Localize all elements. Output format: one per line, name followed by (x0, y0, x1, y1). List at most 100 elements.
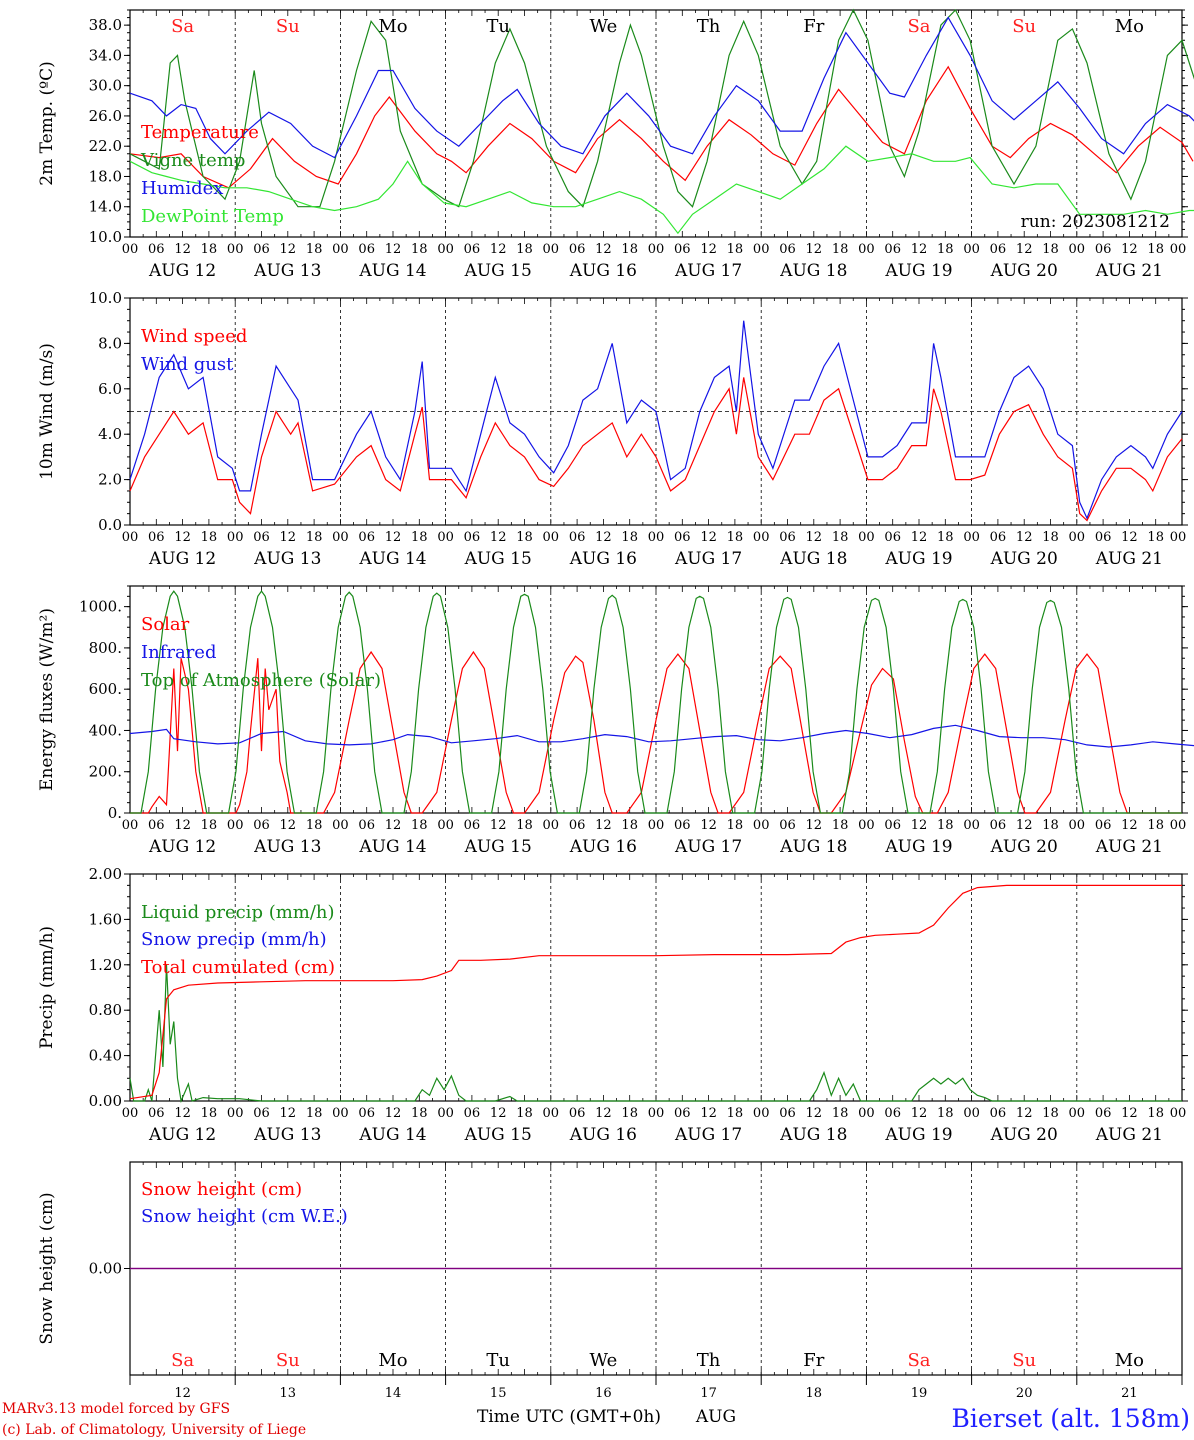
hour-tick-label: 12 (806, 530, 823, 545)
y-tick-label: 8.0 (98, 334, 122, 352)
run-label: run: 2023081212 (1021, 212, 1170, 232)
series-line-humidex (129, 16, 1194, 159)
weekday-label: Tu (486, 16, 510, 37)
legend-entry: Wind speed (141, 326, 247, 347)
hour-tick-label: 18 (411, 1106, 428, 1121)
hour-tick-label: 00 (437, 818, 454, 833)
hour-tick-label: 18 (1042, 242, 1059, 257)
date-label: AUG 14 (358, 261, 426, 281)
footer-line2: (c) Lab. of Climatology, University of L… (2, 1422, 306, 1438)
hour-tick-label: 12 (806, 242, 823, 257)
hour-tick-label: 00 (648, 1106, 665, 1121)
hour-tick-label: 18 (937, 818, 954, 833)
hour-tick-label: 18 (411, 818, 428, 833)
series-line-wind-speed (129, 377, 1183, 522)
hour-tick-label: 00 (332, 1106, 349, 1121)
hour-tick-label: 12 (174, 530, 191, 545)
hour-tick-label: 06 (990, 530, 1007, 545)
hour-tick-label: 00 (648, 818, 665, 833)
hour-tick-label: 18 (306, 818, 323, 833)
y-tick-label: 6.0 (98, 380, 122, 398)
hour-tick-label: 06 (358, 818, 375, 833)
hour-tick-label: 00 (543, 1106, 560, 1121)
weekday-label: Fr (803, 16, 824, 37)
legend-entry: Humidex (141, 178, 223, 199)
weekday-label: Su (276, 16, 300, 37)
hour-tick-label: 12 (911, 530, 928, 545)
date-label: AUG 21 (1095, 1125, 1163, 1145)
hour-tick-label: 06 (569, 818, 586, 833)
hour-tick-label: 00 (1069, 530, 1086, 545)
date-label: AUG 18 (779, 837, 847, 857)
hour-tick-label: 12 (385, 818, 402, 833)
hour-tick-label: 12 (174, 1106, 191, 1121)
hour-tick-label: 00 (858, 818, 875, 833)
day-number-label: 13 (280, 1386, 297, 1401)
date-label: AUG 19 (884, 1125, 952, 1145)
hour-tick-label: 06 (358, 242, 375, 257)
weekday-label: Fr (803, 1350, 824, 1371)
hour-tick-label: 18 (516, 242, 533, 257)
hour-tick-label: 06 (253, 530, 270, 545)
hour-tick-label: 06 (464, 530, 481, 545)
hour-tick-label: 00 (122, 818, 139, 833)
hour-tick-label: 06 (674, 818, 691, 833)
legend-entry: Snow height (cm W.E.) (141, 1206, 348, 1227)
hour-tick-label: 12 (280, 818, 297, 833)
weekday-label: Su (1012, 1350, 1036, 1371)
hour-tick-label: 12 (911, 242, 928, 257)
hour-tick-label: 00 (648, 242, 665, 257)
hour-tick-label: 06 (569, 242, 586, 257)
hour-tick-label: 06 (253, 1106, 270, 1121)
day-number-label: 20 (1016, 1386, 1033, 1401)
hour-tick-label: 12 (806, 818, 823, 833)
hour-tick-label: 06 (148, 818, 165, 833)
hour-tick-label: 12 (1121, 818, 1138, 833)
hour-tick-label: 18 (201, 1106, 218, 1121)
y-axis-label: Snow height (cm) (37, 1192, 57, 1344)
day-number-label: 15 (490, 1386, 507, 1401)
hour-tick-label: 06 (884, 530, 901, 545)
date-label: AUG 16 (569, 1125, 637, 1145)
date-label: AUG 13 (253, 549, 321, 569)
hour-tick-label: 06 (358, 530, 375, 545)
hour-tick-label: 18 (306, 1106, 323, 1121)
date-label: AUG 13 (253, 837, 321, 857)
legend-entry: Top of Atmosphere (Solar) (141, 670, 381, 691)
hour-tick-label: 00 (963, 1106, 980, 1121)
hour-tick-label: 00 (858, 242, 875, 257)
hour-tick-label: 00 (1069, 242, 1086, 257)
hour-tick-label: 06 (1095, 818, 1112, 833)
hour-tick-label: 00 (437, 530, 454, 545)
hour-tick-label: 00 (753, 530, 770, 545)
weekday-label: We (590, 16, 618, 37)
hour-tick-label: 18 (832, 530, 849, 545)
hour-tick-label: 12 (595, 530, 612, 545)
hour-tick-label: 00 (753, 818, 770, 833)
series-line-vigne-temp (129, 8, 1194, 208)
y-tick-label: 30.0 (89, 77, 122, 95)
weekday-label: Sa (171, 1350, 194, 1371)
hour-tick-label: 12 (1121, 1106, 1138, 1121)
hour-tick-label: 06 (779, 242, 796, 257)
hour-tick-label: 18 (1042, 1106, 1059, 1121)
hour-tick-label: 18 (411, 242, 428, 257)
hour-tick-label: 18 (1147, 1106, 1164, 1121)
series-line-liquid-precip-mm-h- (129, 964, 1182, 1104)
y-tick-label: 0. (108, 804, 122, 822)
hour-tick-label: 06 (990, 242, 1007, 257)
date-label: AUG 15 (464, 837, 532, 857)
hour-tick-label: 06 (990, 1106, 1007, 1121)
hour-tick-label: 00 (543, 530, 560, 545)
date-label: AUG 20 (990, 261, 1058, 281)
hour-tick-label: 00 (332, 242, 349, 257)
y-tick-label: 38.0 (89, 16, 122, 34)
hour-tick-label: 06 (884, 1106, 901, 1121)
hour-tick-label: 18 (832, 1106, 849, 1121)
hour-tick-label: 12 (700, 530, 717, 545)
hour-tick-label: 18 (727, 530, 744, 545)
hour-tick-label: 00 (437, 242, 454, 257)
hour-tick-label: 06 (674, 530, 691, 545)
date-label: AUG 17 (674, 1125, 742, 1145)
hour-tick-label: 18 (832, 818, 849, 833)
